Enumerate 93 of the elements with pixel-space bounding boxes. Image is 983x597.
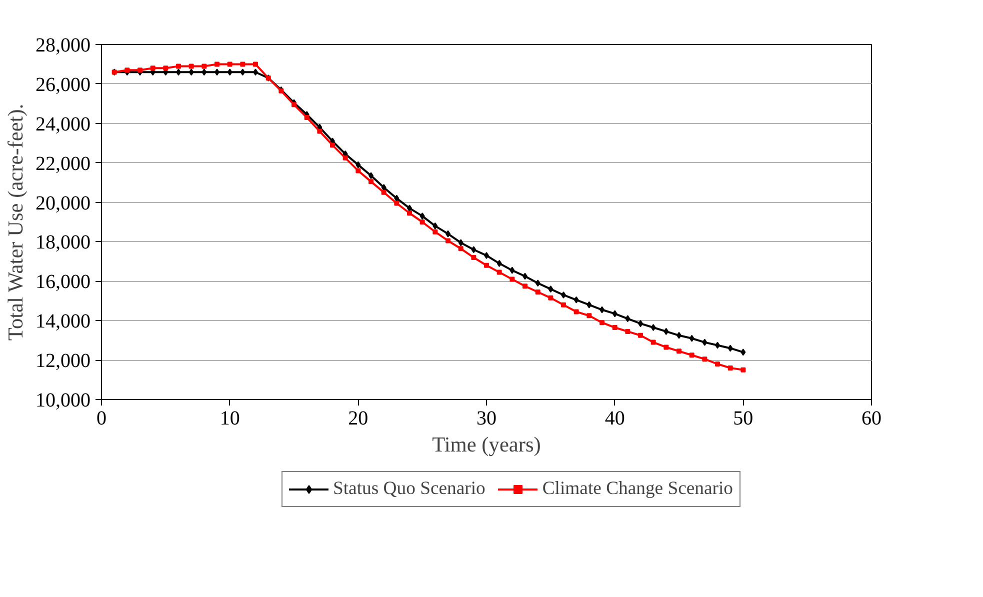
- x-tick-label: 30: [476, 408, 496, 430]
- y-tick-label: 26,000: [36, 74, 90, 96]
- y-tick-label: 24,000: [36, 113, 90, 136]
- point: [214, 62, 220, 67]
- point: [342, 155, 348, 160]
- x-tick-label: 60: [862, 408, 882, 430]
- point: [202, 64, 207, 69]
- point: [522, 284, 528, 289]
- y-tick-label: 22,000: [36, 152, 90, 175]
- point: [612, 310, 618, 318]
- point: [600, 320, 604, 326]
- point: [650, 324, 656, 332]
- legend-label: Status Quo Scenario: [333, 478, 486, 500]
- point: [124, 68, 130, 73]
- point: [561, 302, 566, 308]
- point: [356, 161, 361, 168]
- point: [163, 66, 168, 71]
- point: [689, 352, 694, 358]
- point: [432, 222, 438, 230]
- point: [188, 68, 194, 76]
- point: [356, 168, 361, 174]
- point: [728, 365, 733, 370]
- point: [407, 210, 412, 216]
- point: [202, 68, 207, 76]
- point: [471, 255, 476, 260]
- point: [715, 362, 720, 366]
- point: [548, 295, 554, 300]
- point: [484, 262, 489, 268]
- point: [368, 179, 374, 184]
- point: [330, 142, 335, 148]
- point: [728, 344, 733, 352]
- x-axis-title: Time (years): [432, 432, 541, 456]
- point: [574, 309, 579, 314]
- y-tick-label: 16,000: [36, 271, 90, 294]
- point: [535, 290, 540, 295]
- x-tick-label: 20: [348, 408, 368, 430]
- point: [432, 229, 438, 234]
- y-tick-label: 14,000: [36, 310, 90, 333]
- point: [496, 270, 502, 275]
- point: [420, 212, 425, 220]
- point: [702, 338, 708, 346]
- point: [240, 68, 246, 76]
- point: [253, 62, 258, 67]
- point: [664, 344, 669, 350]
- point: [381, 190, 386, 195]
- point: [227, 62, 232, 67]
- point: [586, 301, 592, 308]
- point: [420, 220, 425, 224]
- x-tick-label: 10: [220, 408, 240, 430]
- point: [292, 102, 296, 108]
- y-tick-label: 28,000: [36, 34, 90, 56]
- point: [638, 332, 643, 338]
- point: [138, 68, 142, 73]
- x-tick-label: 50: [733, 408, 754, 430]
- point: [510, 276, 515, 282]
- point: [625, 328, 630, 334]
- point: [740, 348, 746, 356]
- point: [510, 266, 515, 274]
- point: [586, 313, 592, 318]
- point: [176, 64, 181, 69]
- point: [240, 62, 246, 67]
- point: [304, 114, 310, 120]
- y-tick-label: 18,000: [36, 232, 90, 254]
- point: [150, 66, 156, 71]
- point: [689, 334, 694, 342]
- point: [574, 296, 579, 304]
- point: [446, 238, 450, 244]
- point: [612, 325, 618, 330]
- y-axis-title: Total Water Use (acre-feet).: [4, 104, 28, 341]
- point: [381, 184, 386, 191]
- point: [227, 68, 232, 76]
- point: [650, 340, 656, 345]
- point: [664, 328, 669, 335]
- point: [317, 128, 322, 134]
- point: [188, 64, 194, 69]
- point: [548, 286, 554, 293]
- point: [740, 367, 746, 372]
- point: [702, 356, 708, 362]
- point: [471, 246, 476, 254]
- point: [625, 315, 630, 322]
- y-tick-label: 20,000: [36, 192, 90, 214]
- legend-label: Climate Change Scenario: [542, 478, 733, 500]
- point: [458, 246, 464, 252]
- x-tick-label: 40: [604, 408, 625, 430]
- point: [676, 348, 682, 354]
- x-tick-label: 0: [96, 408, 106, 430]
- point: [458, 239, 464, 246]
- y-tick-label: 10,000: [36, 390, 90, 412]
- point: [394, 200, 400, 206]
- y-tick-label: 12,000: [36, 350, 90, 372]
- point: [394, 194, 400, 202]
- point: [535, 280, 540, 287]
- point: [496, 260, 502, 267]
